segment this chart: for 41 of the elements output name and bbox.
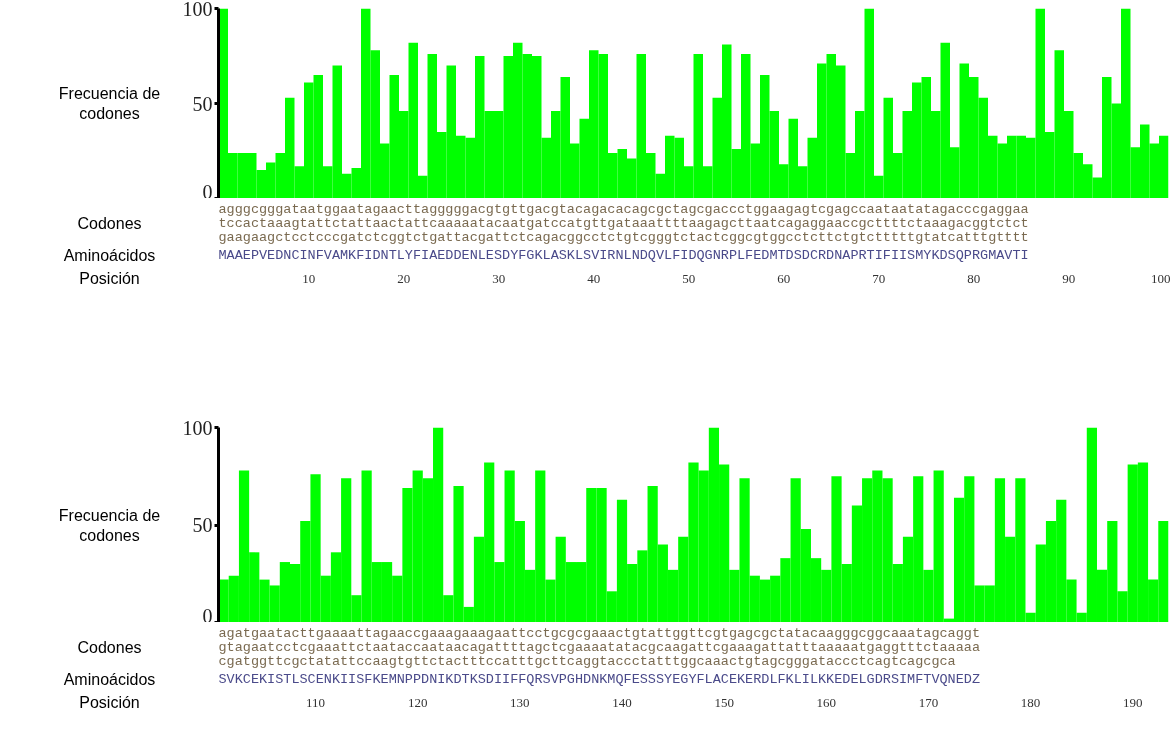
x-tick-label: 120 (407, 694, 428, 710)
text: MAAEPVEDNCINFVAMKFIDNTLYFIAEDDENLESDYFGKLASKLSVIRNLNDQVLFIDQGNRPLFEDMTDSDCRDNAPRTIFIISMYKDSQPRGMAVTI (218, 248, 1029, 263)
text: agatgaatacttgaaaattagaaccgaaagaaagaattcctgcgcgaaactgtattggttcgtgagcgctatacaagggcggcaaatagcaggt (218, 626, 981, 641)
y-tick-label: 50 (192, 92, 213, 115)
x-tick-label: 160 (816, 694, 837, 710)
y-axis-title: Frecuencia de codones (58, 85, 161, 122)
x-tick-label: 190 (1123, 694, 1143, 710)
y-tick-label: 0 (202, 180, 213, 203)
x-tick-label: 70 (872, 270, 886, 286)
y-tick-label: 100 (182, 0, 213, 20)
y-tick-label: 0 (202, 604, 213, 627)
text: Aminoácidos (63, 671, 156, 688)
text: Posición (79, 694, 140, 711)
x-tick-label: 80 (967, 270, 981, 286)
x-tick-label: 100 (1151, 270, 1170, 286)
text: agggcgggataatggaatagaacttagggggacgtgttgacgtacagacacagcgctagcgaccctggaagagtcgagccaataatatagacccgaggaa (218, 202, 1029, 217)
x-tick-label: 110 (306, 694, 326, 710)
text: Codones (77, 639, 142, 656)
x-tick-label: 180 (1020, 694, 1041, 710)
x-tick-label: 50 (682, 270, 696, 286)
x-tick-label: 20 (397, 270, 411, 286)
x-tick-label: 90 (1062, 270, 1076, 286)
x-tick-label: 60 (777, 270, 791, 286)
text: Codones (77, 215, 142, 232)
text: SVKCEKISTLSCENKIISFKEMNPPDNIKDTKSDIIFFQRSVPGHDNKMQFESSSYEGYFLACEKERDLFKLILKKEDELGDRSIMFTVQNEDZ (218, 672, 981, 687)
text: gtagaatcctcgaaattctaataccaataacagattttagctcgaaaatatacgcaagattcgaaagattatttaaaaatgaggtttctaaaaa (218, 640, 981, 655)
x-tick-label: 170 (918, 694, 939, 710)
x-tick-label: 140 (612, 694, 632, 710)
x-tick-label: 130 (510, 694, 530, 710)
text: tccactaaagtattctattaactattcaaaaatacaatgatccatgttgataaattttaagagcttaatcagaggaaccgcttttctaaagacggtctct (218, 216, 1029, 231)
y-tick-label: 100 (182, 416, 213, 439)
x-tick-label: 40 (587, 270, 601, 286)
x-tick-label: 10 (302, 270, 316, 286)
text: gaagaagctcctcccgatctcggtctgattacgattctcagacggcctctgtcgggtctactcggcgtggcctcttctgtctttttgtatcatttgtttt (218, 230, 1029, 245)
text: Aminoácidos (63, 247, 156, 264)
y-tick-label: 50 (192, 514, 213, 536)
text: Posición (79, 270, 140, 287)
x-tick-label: 30 (492, 270, 506, 286)
y-axis-title: Frecuencia de codones (58, 506, 161, 544)
x-tick-label: 150 (714, 694, 734, 710)
text: cgatggttcgctatattccaagtgttctactttccatttgcttcaggtaccctatttggcaaactgtagcgggataccctcagtcagcgca (218, 654, 956, 669)
